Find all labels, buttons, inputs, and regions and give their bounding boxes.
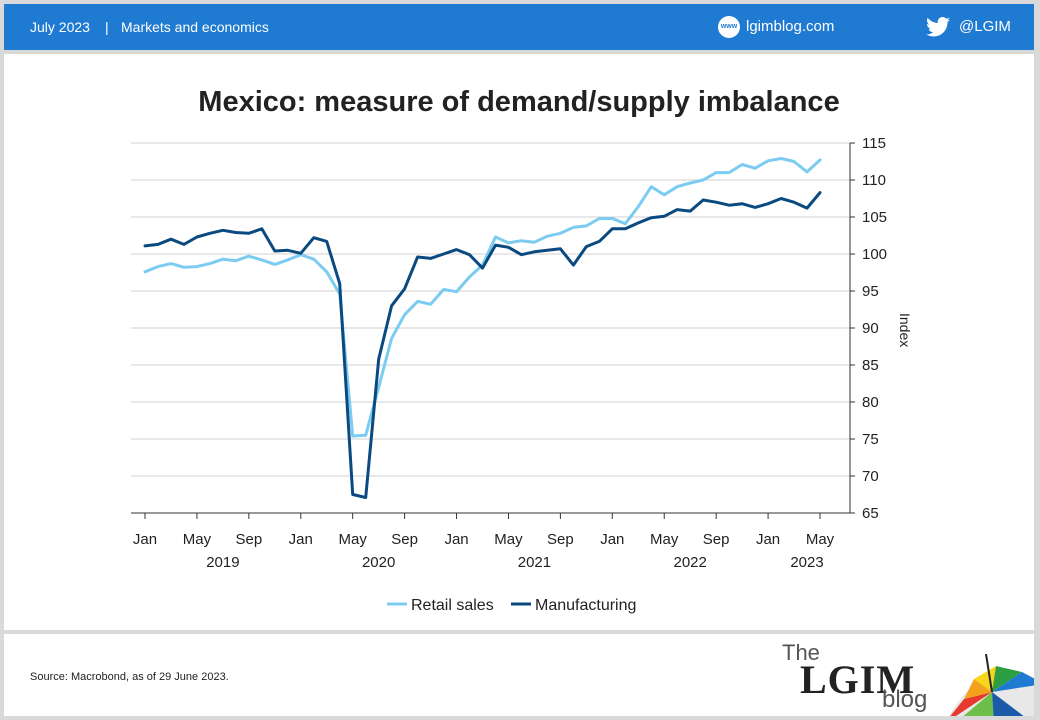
source-note: Source: Macrobond, as of 29 June 2023. [30, 671, 229, 683]
category-link[interactable]: Markets and economics [121, 19, 269, 35]
twitter-bird-icon [926, 17, 950, 37]
x-tick-label: Sep [703, 531, 730, 548]
blog-url-link[interactable]: lgimblog.com [746, 18, 835, 35]
x-tick-label: May [806, 531, 835, 548]
x-tick-label: May [650, 531, 679, 548]
x-tick-label: May [339, 531, 368, 548]
series-line-retail-sales [143, 157, 822, 438]
chart-panel: Mexico: measure of demand/supply imbalan… [4, 54, 1034, 630]
umbrella-logo-icon [948, 654, 1034, 716]
x-year-label: 2020 [362, 554, 395, 571]
y-tick-label: 115 [862, 135, 886, 152]
post-date: July 2023 [30, 19, 90, 35]
top-banner: July 2023 | Markets and economics www lg… [4, 4, 1034, 50]
legend-label: Manufacturing [535, 597, 636, 614]
x-tick-label: Sep [235, 531, 262, 548]
x-tick-label: Sep [547, 531, 574, 548]
x-tick-label: Sep [391, 531, 418, 548]
legend-label: Retail sales [411, 597, 494, 614]
y-tick-label: 65 [862, 505, 879, 522]
chart-title: Mexico: measure of demand/supply imbalan… [198, 86, 840, 118]
logo-lgim: LGIM [800, 657, 916, 702]
y-tick-label: 100 [862, 246, 887, 263]
y-tick-label: 110 [862, 172, 886, 189]
x-tick-label: Jan [756, 531, 780, 548]
x-tick-label: Jan [600, 531, 624, 548]
line-chart: 65 70 75 80 85 90 95 100 105 110 115 Index Jan May Sep… [131, 135, 913, 614]
x-tick-label: May [494, 531, 523, 548]
twitter-handle-link[interactable]: @LGIM [959, 18, 1011, 35]
logo-blog: blog [882, 686, 928, 713]
x-tick-label: Jan [444, 531, 468, 548]
x-tick-label: Jan [289, 531, 313, 548]
y-tick-label: 80 [862, 394, 879, 411]
x-tick-label: Jan [133, 531, 157, 548]
footer: Source: Macrobond, as of 29 June 2023. T… [4, 634, 1034, 716]
x-year-label: 2019 [206, 554, 239, 571]
x-tick-label: May [183, 531, 212, 548]
series-line-manufacturing [143, 191, 822, 499]
logo-the: The [782, 640, 820, 665]
y-tick-label: 75 [862, 431, 879, 448]
www-globe-icon: www [718, 16, 740, 38]
y-tick-label: 105 [862, 209, 887, 226]
x-year-label: 2023 [790, 554, 823, 571]
x-year-label: 2021 [518, 554, 551, 571]
y-tick-label: 70 [862, 468, 879, 485]
y-tick-label: 90 [862, 320, 879, 337]
y-tick-label: 85 [862, 357, 879, 374]
y-axis-label: Index [897, 313, 913, 347]
header-separator: | [105, 19, 109, 35]
y-tick-label: 95 [862, 283, 879, 300]
x-year-label: 2022 [674, 554, 707, 571]
